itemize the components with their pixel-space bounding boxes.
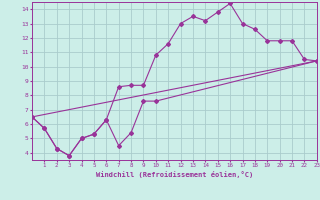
X-axis label: Windchill (Refroidissement éolien,°C): Windchill (Refroidissement éolien,°C) — [96, 171, 253, 178]
